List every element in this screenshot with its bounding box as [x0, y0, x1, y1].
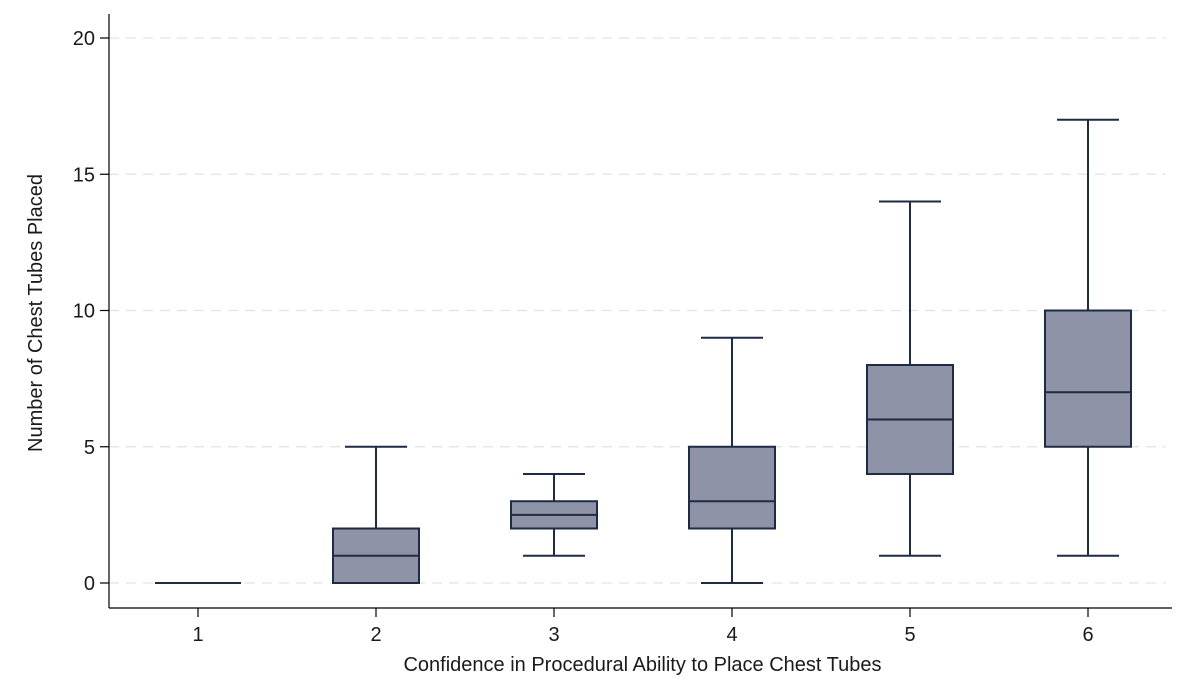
y-ticks: 0 5 10 15 20 [73, 28, 109, 595]
x-tick-label-2: 2 [370, 624, 381, 646]
iqr-box [1044, 309, 1132, 448]
x-ticks: 1 2 3 4 5 6 [192, 608, 1094, 646]
y-axis-title: Number of Chest Tubes Placed [25, 174, 47, 452]
y-tick-label-15: 15 [73, 164, 95, 186]
box-2 [332, 445, 420, 584]
box-3 [510, 473, 598, 557]
x-tick-label-5: 5 [904, 624, 915, 646]
y-tick-label-0: 0 [84, 573, 95, 595]
iqr-box [688, 445, 776, 530]
box-4 [688, 336, 776, 584]
x-tick-label-6: 6 [1082, 624, 1093, 646]
x-axis-title: Confidence in Procedural Ability to Plac… [403, 654, 881, 676]
x-tick-label-3: 3 [548, 624, 559, 646]
x-tick-label-4: 4 [726, 624, 737, 646]
y-tick-label-20: 20 [73, 28, 95, 50]
x-tick-label-1: 1 [192, 624, 203, 646]
y-tick-label-10: 10 [73, 301, 95, 323]
box-5 [866, 200, 954, 557]
boxes [155, 118, 1132, 584]
grid-lines [109, 37, 1166, 584]
y-tick-label-5: 5 [84, 437, 95, 459]
box-6 [1044, 118, 1132, 557]
